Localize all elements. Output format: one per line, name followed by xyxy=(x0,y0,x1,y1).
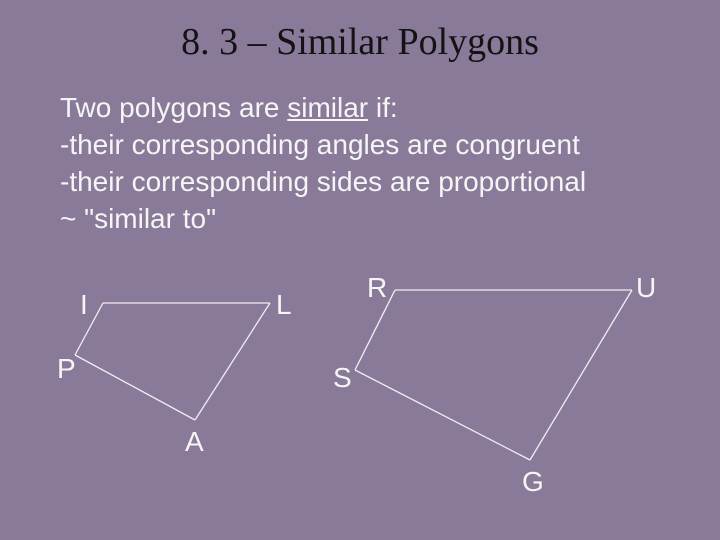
vertex-label-r: R xyxy=(367,272,387,304)
body-text: Two polygons are similar if: -their corr… xyxy=(60,90,680,238)
vertex-label-g: G xyxy=(522,466,544,498)
vertex-label-s: S xyxy=(333,362,352,394)
vertex-label-i: I xyxy=(80,289,88,321)
slide: 8. 3 – Similar Polygons Two polygons are… xyxy=(0,0,720,540)
diagram-svg xyxy=(0,0,720,540)
line-3: -their corresponding sides are proportio… xyxy=(60,164,680,199)
line-1a: Two polygons are xyxy=(60,92,287,123)
line-1: Two polygons are similar if: xyxy=(60,90,680,125)
line-4: ~ "similar to" xyxy=(60,201,680,236)
slide-title: 8. 3 – Similar Polygons xyxy=(0,20,720,64)
vertex-label-p: P xyxy=(57,353,76,385)
vertex-label-a: A xyxy=(185,426,204,458)
line-1b-underlined: similar xyxy=(287,92,368,123)
left-polygon xyxy=(75,303,270,420)
right-polygon xyxy=(355,290,632,460)
vertex-label-l: L xyxy=(276,289,292,321)
line-2: -their corresponding angles are congruen… xyxy=(60,127,680,162)
line-1c: if: xyxy=(368,92,398,123)
vertex-label-u: U xyxy=(636,272,656,304)
